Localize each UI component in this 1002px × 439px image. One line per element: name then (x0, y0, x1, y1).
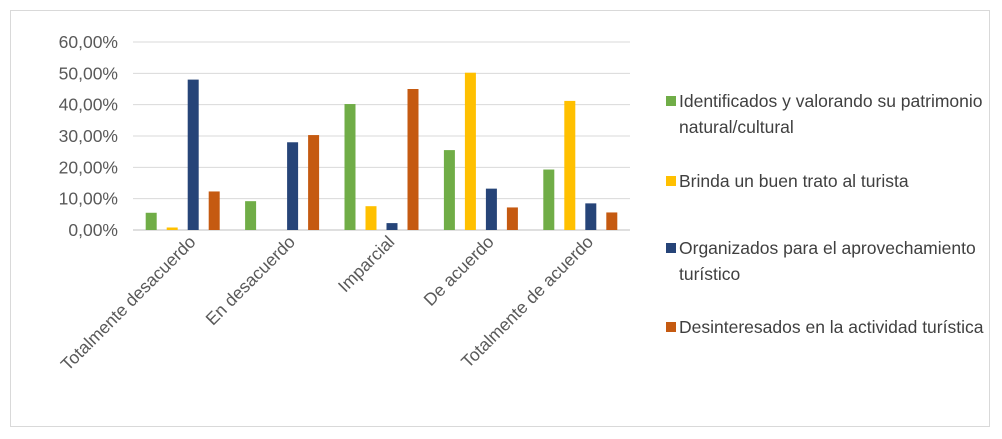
bar (208, 191, 220, 230)
bar (308, 135, 320, 230)
gridlines (133, 41, 630, 231)
bar (407, 89, 419, 230)
legend: Identificados y valorando su patrimonio … (666, 0, 996, 439)
bar (145, 212, 157, 230)
bar (166, 227, 178, 230)
legend-label: Identificados y valorando su patrimonio … (679, 91, 983, 137)
legend-swatch-yellow (666, 176, 676, 186)
bar (187, 79, 199, 230)
legend-swatch-green (666, 96, 676, 106)
bar (506, 207, 518, 230)
bar (464, 72, 476, 230)
legend-swatch-navy (666, 243, 676, 253)
bar (245, 201, 257, 230)
bar (344, 104, 356, 230)
x-axis-ticks: Totalmente desacuerdo En desacuerdo Imparc… (57, 232, 597, 375)
x-tick-label: De acuerdo (420, 232, 498, 310)
y-tick-label: 50,00% (59, 63, 118, 83)
bars (145, 72, 618, 230)
x-tick-label: Imparcial (334, 232, 398, 296)
bar (443, 150, 455, 230)
legend-label: Desinteresados en la actividad turística (679, 317, 984, 337)
y-tick-label: 20,00% (59, 157, 118, 177)
x-tick-label: En desacuerdo (202, 232, 299, 329)
legend-label: Organizados para el aprovechamiento turí… (679, 238, 976, 284)
legend-label: Brinda un buen trato al turista (679, 171, 909, 191)
y-tick-label: 30,00% (59, 126, 118, 146)
chart-area (10, 10, 990, 427)
bar (386, 223, 398, 230)
y-tick-label: 60,00% (59, 32, 118, 52)
bar (543, 169, 555, 230)
bar (485, 188, 497, 230)
legend-swatch-orange (666, 322, 676, 332)
y-tick-label: 10,00% (59, 189, 118, 209)
bar (564, 100, 576, 230)
bar (606, 212, 618, 230)
y-tick-label: 0,00% (68, 220, 118, 240)
bar (585, 203, 597, 230)
x-tick-label: Totalmente desacuerdo (57, 232, 200, 375)
bar (287, 142, 299, 230)
y-tick-label: 40,00% (59, 95, 118, 115)
y-axis-ticks: 0,00% 10,00% 20,00% 30,00% 40,00% 50,00% 60,00… (59, 32, 118, 240)
bar (365, 206, 377, 230)
